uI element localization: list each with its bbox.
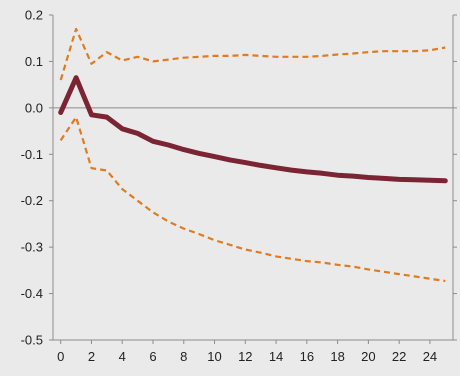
x-tick-label: 12 bbox=[238, 349, 252, 364]
x-tick-label: 6 bbox=[149, 349, 156, 364]
y-tick-label: -0.2 bbox=[21, 193, 43, 208]
y-tick-label: 0.0 bbox=[25, 100, 43, 115]
y-tick-label: -0.5 bbox=[21, 333, 43, 348]
x-tick-label: 22 bbox=[392, 349, 406, 364]
y-axis: 0.2 0.1 0.0 -0.1 -0.2 -0.3 -0.4 -0.5 bbox=[21, 8, 457, 348]
x-tick-label: 2 bbox=[88, 349, 95, 364]
y-tick-label: 0.1 bbox=[25, 54, 43, 69]
upper-bound-line bbox=[59, 27, 446, 81]
response-line bbox=[58, 75, 448, 184]
y-tick-label: -0.3 bbox=[21, 240, 43, 255]
x-tick-label: 8 bbox=[180, 349, 187, 364]
x-tick-label: 0 bbox=[57, 349, 64, 364]
x-tick-label: 24 bbox=[423, 349, 437, 364]
x-tick-label: 10 bbox=[207, 349, 221, 364]
plot-area bbox=[53, 15, 454, 340]
x-tick-label: 4 bbox=[119, 349, 126, 364]
series-layer bbox=[58, 27, 448, 283]
y-tick-label: 0.2 bbox=[25, 8, 43, 23]
x-axis: 0 2 4 6 8 10 12 14 16 18 20 22 24 bbox=[53, 339, 453, 364]
lower-bound-line bbox=[59, 115, 446, 283]
x-tick-label: 20 bbox=[361, 349, 375, 364]
x-tick-label: 18 bbox=[330, 349, 344, 364]
y-tick-label: -0.1 bbox=[21, 147, 43, 162]
x-tick-label: 14 bbox=[269, 349, 283, 364]
x-tick-label: 16 bbox=[300, 349, 314, 364]
y-tick-label: -0.4 bbox=[21, 286, 43, 301]
